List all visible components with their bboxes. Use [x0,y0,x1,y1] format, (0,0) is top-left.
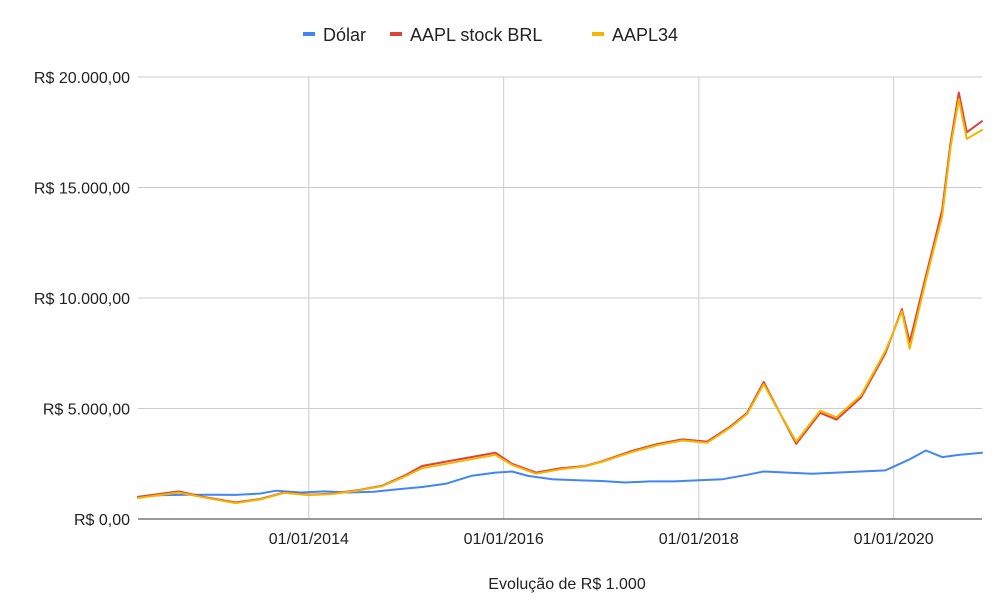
x-axis-labels: 01/01/2014 01/01/2016 01/01/2018 01/01/2020 [269,531,934,548]
y-gridlines [138,76,982,409]
x-gridlines [308,77,895,519]
y-tick-label: R$ 15.000,00 [34,181,130,198]
x-tick-label: 01/01/2020 [854,531,934,548]
y-tick-label: R$ 10.000,00 [34,291,130,308]
y-axis-labels: R$ 0,00 R$ 5.000,00 R$ 10.000,00 R$ 15.000,… [34,70,130,529]
series-line-dolar [137,449,983,498]
series-line-aapl-stock-brl [137,91,983,504]
series-lines [137,91,983,505]
legend-swatch-aapl-stock-brl [390,32,402,36]
legend-item-aapl34[interactable]: AAPL34 [592,25,678,45]
legend-label-aapl-stock-brl: AAPL stock BRL [410,25,542,45]
legend: Dólar AAPL stock BRL AAPL34 [303,25,678,45]
x-tick-label: 01/01/2014 [269,531,349,548]
x-axis-title: Evolução de R$ 1.000 [488,576,646,593]
legend-swatch-aapl34 [592,32,604,36]
y-tick-label: R$ 0,00 [74,512,130,529]
legend-label-dolar: Dólar [323,25,366,45]
x-tick-label: 01/01/2016 [464,531,544,548]
y-tick-label: R$ 5.000,00 [43,402,130,419]
x-tick-label: 01/01/2018 [659,531,739,548]
legend-item-aapl-stock-brl[interactable]: AAPL stock BRL [390,25,542,45]
legend-swatch-dolar [303,32,315,36]
legend-label-aapl34: AAPL34 [612,25,678,45]
y-tick-label: R$ 20.000,00 [34,70,130,87]
series-line-aapl34 [137,98,983,505]
legend-item-dolar[interactable]: Dólar [303,25,366,45]
